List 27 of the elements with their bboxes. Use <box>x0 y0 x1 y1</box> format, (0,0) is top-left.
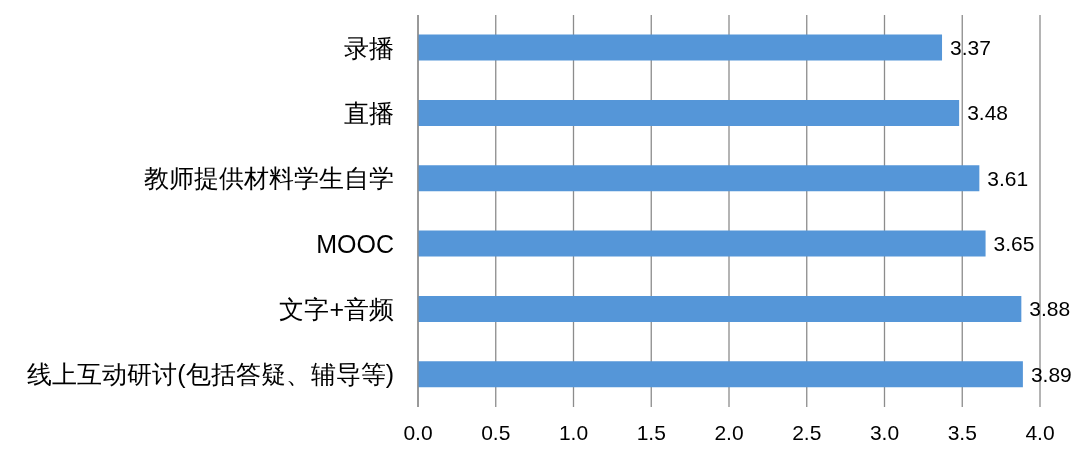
data-label: 3.48 <box>967 101 1009 125</box>
x-tick-label: 2.0 <box>714 420 744 444</box>
x-tick-label: 3.0 <box>869 420 900 444</box>
bar <box>418 361 1023 388</box>
data-label: 3.65 <box>993 232 1035 256</box>
data-label: 3.89 <box>1030 362 1072 386</box>
bar <box>418 295 1022 322</box>
data-label: 3.61 <box>987 166 1029 190</box>
data-label: 3.88 <box>1029 297 1071 321</box>
y-tick-label: 教师提供材料学生自学 <box>144 164 394 193</box>
x-tick-label: 2.5 <box>792 420 822 444</box>
bar <box>418 230 986 257</box>
bar <box>418 99 960 126</box>
data-label: 3.37 <box>950 36 991 60</box>
x-tick-label: 1.5 <box>636 420 666 444</box>
x-tick-label: 4.0 <box>1025 420 1055 444</box>
y-tick-label: MOOC <box>316 229 394 258</box>
y-tick-label: 直播 <box>344 98 394 127</box>
x-tick-label: 0.5 <box>481 420 511 444</box>
x-tick-label: 1.0 <box>558 420 589 444</box>
y-tick-label: 文字+音频 <box>279 294 394 323</box>
y-tick-label: 线上互动研讨(包括答疑、辅导等) <box>27 360 394 389</box>
bar <box>418 165 980 192</box>
y-tick-label: 录播 <box>344 33 394 62</box>
x-tick-label: 0.0 <box>403 420 433 444</box>
x-tick-label: 3.5 <box>947 420 977 444</box>
bar <box>418 34 943 61</box>
